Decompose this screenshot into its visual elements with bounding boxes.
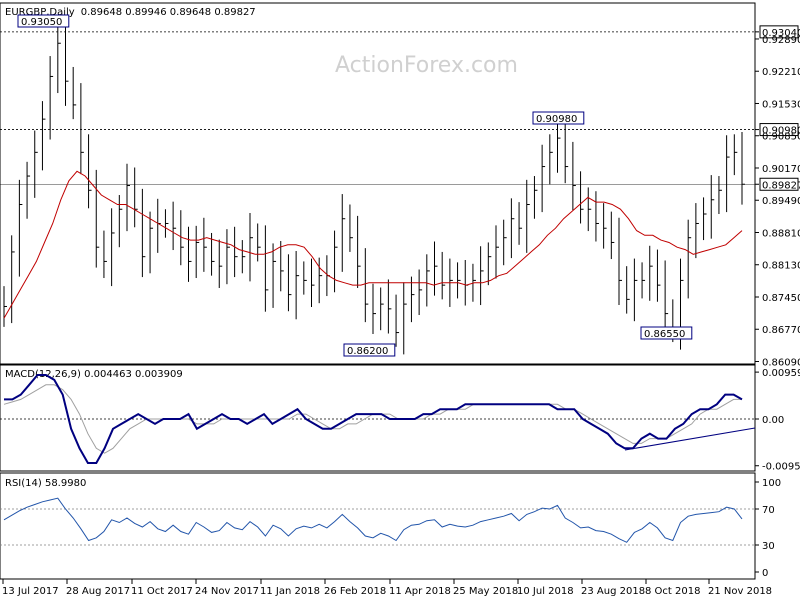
macd-panel: MACD(12,26,9) 0.004463 0.003909 0.009593…: [0, 364, 800, 473]
chart-header: EURGBP,Daily 0.89648 0.89946 0.89648 0.89…: [5, 7, 256, 18]
rsi-y-label: 0: [762, 568, 768, 579]
annotation-box: [17, 14, 70, 28]
macd-y-label: 0.00: [762, 415, 784, 426]
x-tick-label: 23 Aug 2018: [581, 586, 645, 597]
watermark: ActionForex.com: [335, 53, 518, 78]
rsi-y-label: 30: [762, 541, 775, 552]
annotation-label: 0.90980: [536, 114, 577, 125]
price-level-tag: [759, 25, 799, 39]
price-y-label: 0.91530: [762, 99, 800, 110]
price-y-label: 0.88130: [762, 261, 800, 272]
annotation-box: [532, 111, 585, 125]
x-tick-label: 10 Jul 2018: [517, 586, 574, 597]
x-tick-label: 26 Feb 2018: [324, 586, 386, 597]
price-y-label: 0.86770: [762, 325, 800, 336]
annotation-box: [640, 326, 693, 340]
price-y-label: 0.92890: [762, 35, 800, 46]
macd-y-label: 0.009593: [762, 368, 800, 379]
price-y-label: 0.90170: [762, 164, 800, 175]
x-tick-label: 11 Oct 2017: [131, 586, 193, 597]
price-y-label: 0.90850: [762, 132, 800, 143]
price-candles: [3, 18, 745, 355]
rsi-levels: [0, 508, 755, 546]
header-symbol: EURGBP,Daily: [5, 7, 75, 18]
x-tick-label: 21 Nov 2018: [708, 586, 772, 597]
macd-y-label: -0.009562: [762, 462, 800, 473]
macd-title: MACD(12,26,9) 0.004463 0.003909: [5, 369, 183, 380]
price-y-label: 0.93040: [762, 28, 800, 39]
price-y-label: 0.88810: [762, 228, 800, 239]
x-axis: 13 Jul 2017 28 Aug 2017 11 Oct 2017 24 Nov …: [2, 579, 772, 597]
x-tick-label: 11 Apr 2018: [389, 586, 451, 597]
price-y-label: 0.89490: [762, 196, 800, 207]
price-level-tag: [759, 123, 799, 137]
price-y-label: 0.86090: [762, 358, 800, 369]
rsi-panel: RSI(14) 58.9980 100 70 30 0: [0, 472, 781, 580]
macd-line: [4, 374, 743, 464]
annotation-label: 0.86550: [644, 329, 685, 340]
moving-average-line: [3, 170, 743, 319]
x-tick-label: 28 Aug 2017: [66, 586, 130, 597]
rsi-y-label: 100: [762, 478, 781, 489]
header-ohlc: 0.89648 0.89946 0.89648 0.89827: [81, 7, 256, 18]
price-frame: [0, 2, 756, 365]
price-y-label: 0.90980: [762, 126, 800, 137]
rsi-frame: [0, 472, 756, 580]
x-tick-label: 24 Nov 2017: [195, 586, 259, 597]
price-panel: ActionForex.com EURGBP,Daily 0.89648 0.89…: [0, 2, 800, 369]
annotation-label: 0.93050: [21, 17, 62, 28]
macd-trend-line: [624, 427, 756, 451]
x-tick-label: 8 Oct 2018: [645, 586, 700, 597]
price-level-tag: [759, 177, 799, 191]
rsi-y-axis: 100 70 30 0: [755, 478, 781, 579]
price-levels: [0, 31, 755, 185]
rsi-y-label: 70: [762, 505, 775, 516]
rsi-line: [3, 497, 743, 543]
price-y-label: 0.87450: [762, 293, 800, 304]
x-tick-label: 11 Jan 2018: [260, 586, 320, 597]
price-y-label: 0.89827: [762, 180, 800, 191]
x-tick-label: 13 Jul 2017: [2, 586, 59, 597]
annotation-label: 0.86200: [347, 346, 388, 357]
macd-y-axis: 0.009593 0.00 -0.009562: [755, 368, 800, 473]
x-tick-label: 25 May 2018: [453, 586, 518, 597]
annotation-box: [343, 343, 396, 357]
price-y-label: 0.92210: [762, 67, 800, 78]
macd-frame: [0, 364, 756, 472]
rsi-title: RSI(14) 58.9980: [5, 478, 86, 489]
price-annotations: 0.93050 0.90980 0.86200 0.86550: [17, 14, 693, 357]
